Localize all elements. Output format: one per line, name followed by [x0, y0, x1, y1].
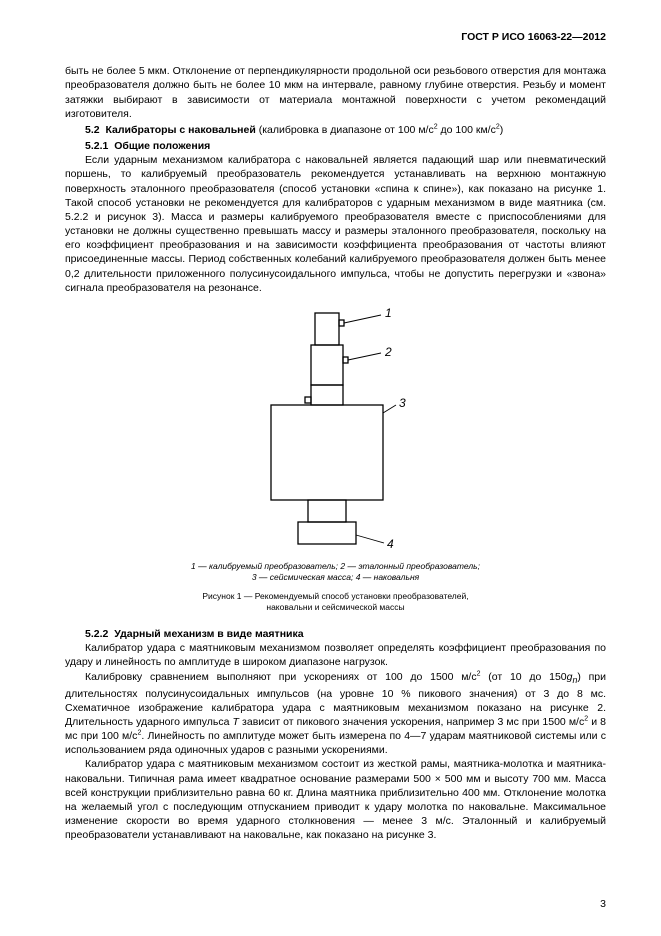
figure-1-legend: 1 — калибруемый преобразователь; 2 — эта…	[65, 561, 606, 583]
paragraph-5-2-2-a: Калибратор удара с маятниковым механизмо…	[65, 641, 606, 669]
section-5-2-1-title: 5.2.1 Общие положения	[65, 139, 606, 153]
svg-text:2: 2	[384, 345, 392, 359]
svg-text:1: 1	[385, 306, 392, 320]
figure-1-caption: Рисунок 1 — Рекомендуемый способ установ…	[65, 591, 606, 613]
document-header: ГОСТ Р ИСО 16063-22—2012	[65, 30, 606, 44]
text-frag-1: Калибровку сравнением выполняют при уско…	[85, 671, 477, 683]
caption-line-1: Рисунок 1 — Рекомендуемый способ установ…	[202, 591, 468, 601]
subsection-text: Ударный механизм в виде маятника	[114, 628, 303, 640]
paragraph-5-2-2-b: Калибровку сравнением выполняют при уско…	[65, 670, 606, 758]
section-5-2-title: 5.2 Калибраторы с наковальней (калибровк…	[65, 123, 606, 137]
subsection-number: 5.2.1	[85, 140, 108, 152]
paragraph-5-2-1: Если ударным механизмом калибратора с на…	[65, 153, 606, 295]
text-frag-4: зависит от пикового значения ускорения, …	[239, 716, 584, 728]
paragraph-5-2-2-c: Калибратор удара с маятниковым механизмо…	[65, 757, 606, 842]
svg-text:3: 3	[399, 396, 406, 410]
section-5-2-2-title: 5.2.2 Ударный механизм в виде маятника	[65, 627, 606, 641]
legend-line-2: 3 — сейсмическая масса; 4 — наковальня	[252, 572, 419, 582]
section-note: (калибровка в диапазоне от 100 м/с	[256, 124, 434, 136]
text-frag-6: . Линейность по амплитуде может быть изм…	[65, 730, 606, 756]
caption-line-2: наковальни и сейсмической массы	[266, 602, 404, 612]
svg-text:4: 4	[387, 537, 394, 551]
section-text: Калибраторы с наковальней	[105, 124, 255, 136]
text-frag-2: (от 10 до 150	[481, 671, 567, 683]
section-note2: до 100 км/с	[438, 124, 496, 136]
paragraph-continuation: быть не более 5 мкм. Отклонение от перпе…	[65, 64, 606, 121]
figure-1-svg: 1 2 3 4	[253, 305, 418, 555]
legend-line-1: 1 — калибруемый преобразователь; 2 — эта…	[191, 561, 480, 571]
section-note3: )	[500, 124, 504, 136]
subsection-number: 5.2.2	[85, 628, 108, 640]
page-number: 3	[600, 897, 606, 911]
section-number: 5.2	[85, 124, 100, 136]
subsection-text: Общие положения	[114, 140, 210, 152]
figure-1: 1 2 3 4 1 — калибруемый преобразователь;…	[65, 305, 606, 613]
